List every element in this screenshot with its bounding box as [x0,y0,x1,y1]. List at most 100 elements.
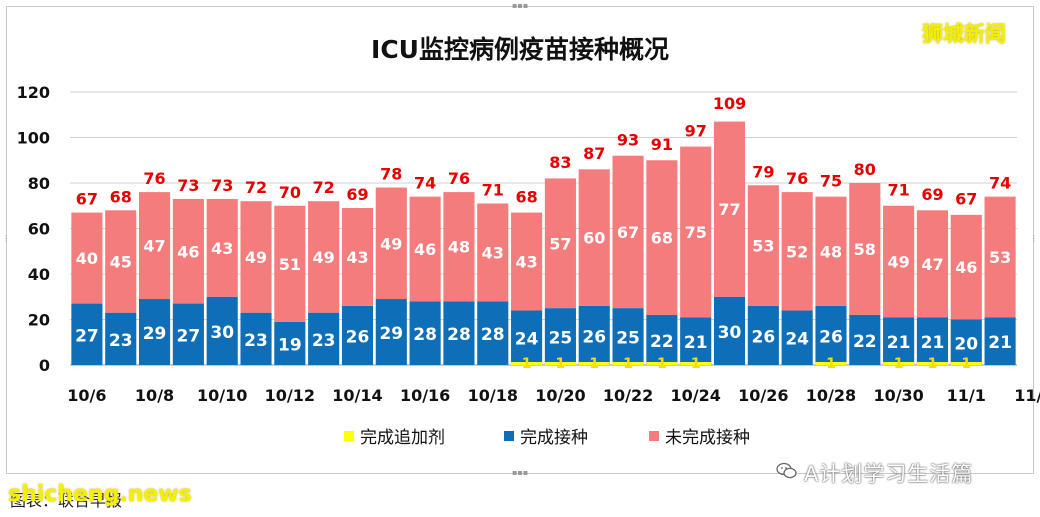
bar-vaccinated [477,301,509,365]
label-total: 72 [313,178,335,197]
label-unvaccinated: 47 [143,237,165,256]
wechat-icon [776,462,797,479]
label-unvaccinated: 58 [854,240,876,259]
x-tick-label: 10/10 [197,386,247,405]
x-tick-label: 10/18 [468,386,518,405]
label-unvaccinated: 45 [110,252,132,271]
resize-handle-left[interactable]: ⋮ [2,234,10,243]
bar-unvaccinated [172,198,204,304]
bar-vaccinated [308,312,340,365]
resize-handle-top[interactable]: ▪▪▪ [512,1,529,10]
y-tick-label: 120 [17,83,50,102]
label-total: 74 [989,174,1011,193]
bar-vaccinated [71,303,103,365]
bar-vaccinated [375,299,407,365]
legend-label: 完成追加剂 [360,428,445,448]
label-vaccinated: 27 [75,326,99,346]
bar-booster [916,362,949,365]
legend-swatch [649,431,659,441]
x-tick-label: 11/1 [947,386,986,405]
bar-booster [511,362,543,365]
bar-vaccinated [680,317,712,365]
label-total: 73 [177,176,199,195]
label-unvaccinated: 77 [718,200,740,219]
bar-unvaccinated [105,210,137,313]
bar-unvaccinated [781,192,813,311]
label-vaccinated: 21 [988,333,1012,353]
y-tick-label: 0 [39,356,50,375]
label-total: 74 [414,174,436,193]
label-booster: 1 [623,356,633,372]
source-overlay-text: shicheng.news [8,482,192,507]
label-unvaccinated: 48 [820,242,842,261]
label-unvaccinated: 53 [752,237,774,256]
label-booster: 1 [522,356,532,372]
resize-handle-bottom[interactable]: ▪▪▪ [512,468,529,477]
label-vaccinated: 29 [143,324,167,344]
bar-unvaccinated [308,201,340,313]
source-caption: 图表：联合早报 [10,491,123,510]
label-vaccinated: 23 [109,331,133,351]
label-booster: 1 [589,356,599,372]
legend-swatch [344,431,354,441]
bar-unvaccinated [71,212,103,304]
bar-unvaccinated [511,212,543,311]
legend-label: 完成接种 [520,428,588,448]
label-vaccinated: 23 [312,331,336,351]
label-vaccinated: 26 [752,327,776,347]
label-vaccinated: 28 [413,325,437,345]
bar-vaccinated [578,305,610,365]
label-vaccinated: 30 [210,323,234,343]
legend: 完成追加剂 完成接种 未完成接种 [344,428,750,448]
bar-booster [680,362,712,365]
label-unvaccinated: 40 [76,249,98,268]
bar-vaccinated [105,312,137,365]
bar-booster [612,362,644,365]
bar-unvaccinated [443,192,475,302]
bar-unvaccinated [950,214,982,320]
bar-vaccinated [916,317,949,365]
label-unvaccinated: 48 [448,238,470,257]
label-vaccinated: 20 [954,334,978,354]
x-tick-label: 10/30 [873,386,923,405]
label-unvaccinated: 68 [651,229,673,248]
bar-vaccinated [443,301,475,365]
bar-vaccinated [612,308,644,365]
bar-vaccinated [984,317,1016,365]
bar-unvaccinated [815,196,847,306]
label-total: 76 [143,169,165,188]
label-unvaccinated: 46 [177,242,199,261]
label-total: 75 [820,171,842,190]
legend-swatch [504,431,514,441]
x-tick-label: 10/28 [806,386,856,405]
label-total: 70 [279,183,301,202]
x-tick-label: 10/26 [738,386,788,405]
data-labels: 27 40 67 23 45 68 29 47 76 27 46 73 30 43 73 23 49 72 19 51… [75,94,1012,372]
label-booster: 1 [826,356,836,372]
label-vaccinated: 21 [887,333,911,353]
bar-vaccinated [409,301,441,365]
label-total: 68 [515,187,537,206]
y-tick-label: 40 [28,265,50,284]
y-axis: 0 20 40 60 80 100 120 [17,83,50,375]
label-total: 69 [921,185,943,204]
bar-vaccinated [206,296,238,365]
label-unvaccinated: 43 [346,248,368,267]
brand-logo-text: 狮城新闻 [922,22,1006,46]
label-vaccinated: 25 [549,329,573,349]
label-booster: 1 [961,356,971,372]
bar-unvaccinated [646,160,678,315]
label-total: 93 [617,130,639,149]
label-unvaccinated: 60 [583,229,605,248]
label-vaccinated: 30 [718,323,742,343]
label-unvaccinated: 57 [549,234,571,253]
bar-vaccinated [815,305,847,365]
bar-vaccinated [240,312,272,365]
label-total: 68 [110,187,132,206]
y-tick-label: 100 [17,129,50,148]
resize-handle-right[interactable]: ⋮ [1030,234,1038,243]
bar-vaccinated [950,319,982,365]
watermark-text: A计划学习生活篇 [804,462,974,486]
bar-unvaccinated [984,196,1016,318]
label-total: 78 [380,165,402,184]
